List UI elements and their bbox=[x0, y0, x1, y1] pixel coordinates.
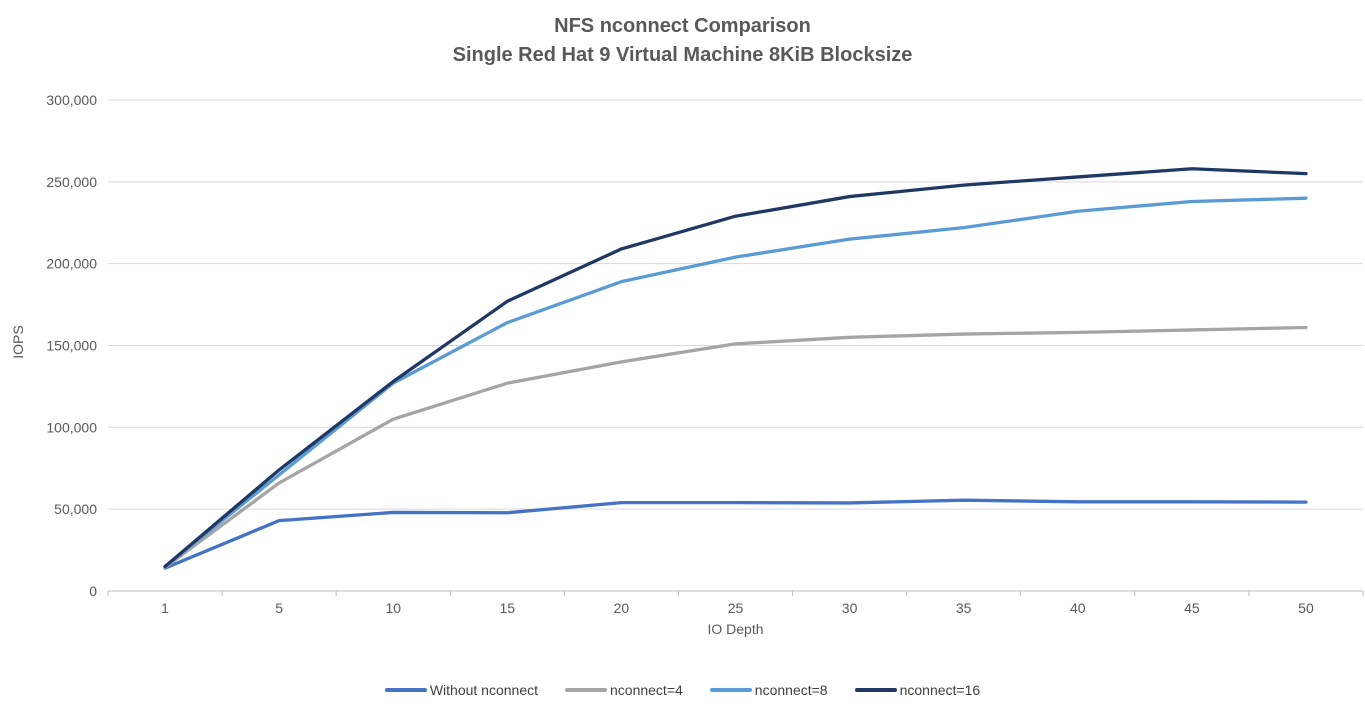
legend-item-nconnect-16: nconnect=16 bbox=[854, 682, 981, 698]
chart-title-line2: Single Red Hat 9 Virtual Machine 8KiB Bl… bbox=[452, 44, 913, 66]
legend-label: nconnect=4 bbox=[610, 682, 683, 698]
y-tick-label: 150,000 bbox=[46, 338, 97, 354]
x-tick-label: 15 bbox=[500, 600, 516, 616]
x-tick-label: 45 bbox=[1184, 600, 1200, 616]
series-line-nconnect-16 bbox=[163, 167, 1308, 569]
y-tick-label: 50,000 bbox=[54, 501, 97, 517]
x-axis-title: IO Depth bbox=[707, 621, 764, 637]
x-tick-label: 20 bbox=[614, 600, 630, 616]
legend-marker bbox=[709, 688, 752, 692]
chart-title: NFS nconnect Comparison Single Red Hat 9… bbox=[0, 12, 1365, 70]
x-tick-label: 25 bbox=[728, 600, 744, 616]
series-line-without-nconnect bbox=[163, 498, 1308, 570]
legend-item-without-nconnect: Without nconnect bbox=[384, 682, 538, 698]
y-tick-label: 200,000 bbox=[46, 256, 97, 272]
series-line-nconnect-4 bbox=[163, 325, 1308, 569]
x-tick-label: 50 bbox=[1298, 600, 1314, 616]
x-tick-label: 5 bbox=[275, 600, 283, 616]
y-tick-label: 100,000 bbox=[46, 419, 97, 435]
legend-label: Without nconnect bbox=[429, 682, 538, 698]
chart-title-line1: NFS nconnect Comparison bbox=[554, 15, 811, 37]
y-tick-label: 250,000 bbox=[46, 174, 97, 190]
x-tick-label: 1 bbox=[161, 600, 169, 616]
x-tick-label: 35 bbox=[956, 600, 972, 616]
legend-marker bbox=[854, 688, 897, 692]
x-tick-label: 30 bbox=[842, 600, 858, 616]
legend-marker bbox=[565, 688, 607, 692]
legend-label: nconnect=16 bbox=[899, 682, 981, 698]
series-line-nconnect-8 bbox=[163, 196, 1308, 569]
legend-item-nconnect-4: nconnect=4 bbox=[565, 682, 683, 698]
y-tick-label: 300,000 bbox=[46, 92, 97, 108]
legend-marker bbox=[384, 688, 427, 692]
legend: Without nconnect nconnect=4 nconnect=8 ncon… bbox=[0, 682, 1365, 698]
x-tick-label: 40 bbox=[1070, 600, 1086, 616]
y-tick-label: 0 bbox=[89, 583, 97, 599]
x-tick-label: 10 bbox=[385, 600, 401, 616]
legend-item-nconnect-8: nconnect=8 bbox=[709, 682, 828, 698]
legend-label: nconnect=8 bbox=[754, 682, 828, 698]
